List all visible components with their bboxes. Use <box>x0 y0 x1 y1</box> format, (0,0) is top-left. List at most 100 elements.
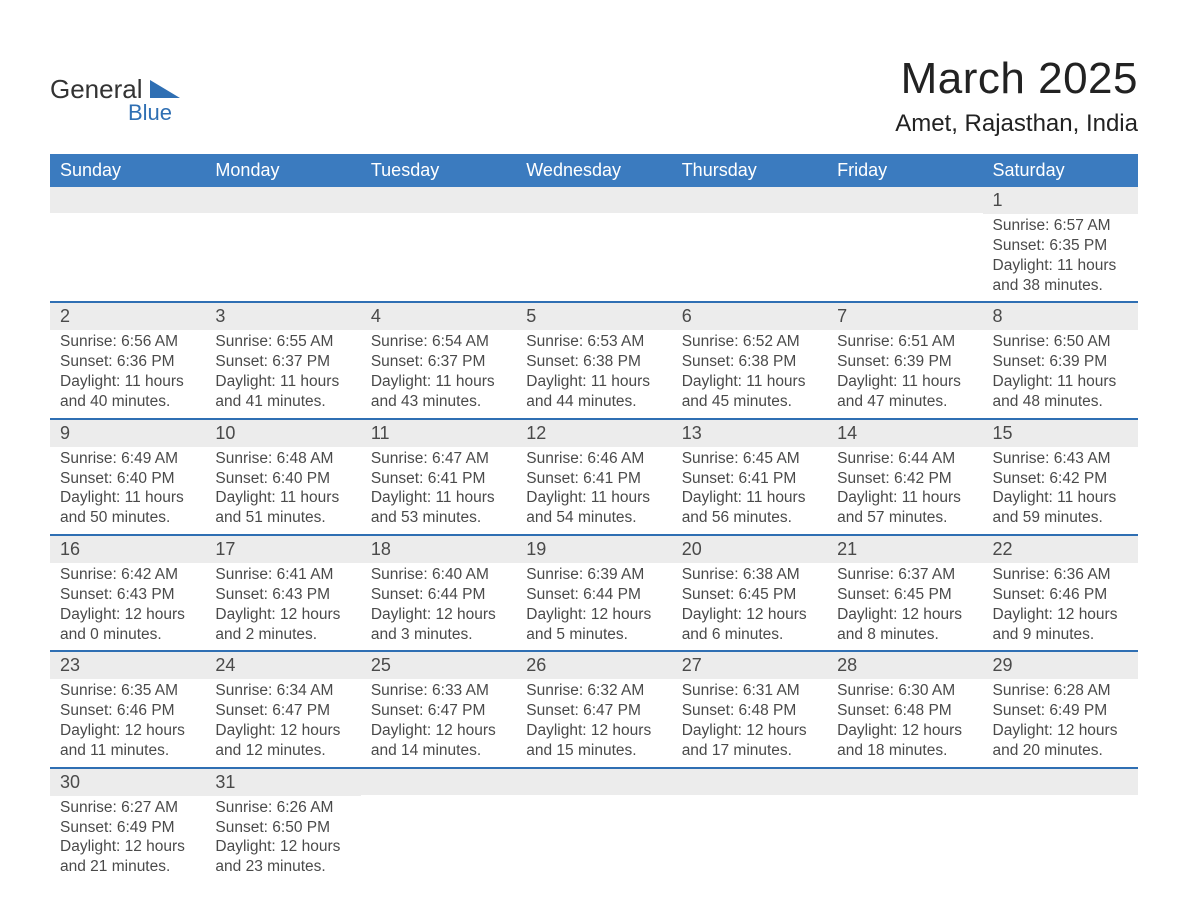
day-cell: 24Sunrise: 6:34 AMSunset: 6:47 PMDayligh… <box>205 651 360 767</box>
day-sunrise: Sunrise: 6:57 AM <box>993 216 1128 236</box>
day-details: Sunrise: 6:54 AMSunset: 6:37 PMDaylight:… <box>361 330 516 417</box>
day-cell <box>50 187 205 302</box>
day-sunset: Sunset: 6:39 PM <box>993 352 1128 372</box>
day-sunrise: Sunrise: 6:42 AM <box>60 565 195 585</box>
week-row: 16Sunrise: 6:42 AMSunset: 6:43 PMDayligh… <box>50 535 1138 651</box>
day-number: 20 <box>672 536 827 563</box>
day-details: Sunrise: 6:39 AMSunset: 6:44 PMDaylight:… <box>516 563 671 650</box>
day-details: Sunrise: 6:42 AMSunset: 6:43 PMDaylight:… <box>50 563 205 650</box>
day-details: Sunrise: 6:38 AMSunset: 6:45 PMDaylight:… <box>672 563 827 650</box>
day-daylight1: Daylight: 12 hours <box>682 721 817 741</box>
day-cell: 9Sunrise: 6:49 AMSunset: 6:40 PMDaylight… <box>50 419 205 535</box>
day-details <box>361 795 516 803</box>
day-daylight1: Daylight: 12 hours <box>215 605 350 625</box>
day-number: 22 <box>983 536 1138 563</box>
day-sunset: Sunset: 6:39 PM <box>837 352 972 372</box>
day-number <box>50 187 205 213</box>
day-cell: 20Sunrise: 6:38 AMSunset: 6:45 PMDayligh… <box>672 535 827 651</box>
day-cell: 7Sunrise: 6:51 AMSunset: 6:39 PMDaylight… <box>827 302 982 418</box>
day-daylight2: and 14 minutes. <box>371 741 506 761</box>
day-number: 28 <box>827 652 982 679</box>
week-row: 2Sunrise: 6:56 AMSunset: 6:36 PMDaylight… <box>50 302 1138 418</box>
day-sunrise: Sunrise: 6:56 AM <box>60 332 195 352</box>
day-cell: 19Sunrise: 6:39 AMSunset: 6:44 PMDayligh… <box>516 535 671 651</box>
day-number: 8 <box>983 303 1138 330</box>
day-cell: 3Sunrise: 6:55 AMSunset: 6:37 PMDaylight… <box>205 302 360 418</box>
day-daylight2: and 9 minutes. <box>993 625 1128 645</box>
day-details: Sunrise: 6:26 AMSunset: 6:50 PMDaylight:… <box>205 796 360 883</box>
day-details: Sunrise: 6:47 AMSunset: 6:41 PMDaylight:… <box>361 447 516 534</box>
day-daylight1: Daylight: 12 hours <box>837 605 972 625</box>
day-cell: 29Sunrise: 6:28 AMSunset: 6:49 PMDayligh… <box>983 651 1138 767</box>
day-daylight1: Daylight: 11 hours <box>993 256 1128 276</box>
day-details: Sunrise: 6:44 AMSunset: 6:42 PMDaylight:… <box>827 447 982 534</box>
day-daylight2: and 56 minutes. <box>682 508 817 528</box>
day-sunset: Sunset: 6:41 PM <box>682 469 817 489</box>
day-daylight1: Daylight: 12 hours <box>215 721 350 741</box>
day-sunset: Sunset: 6:41 PM <box>371 469 506 489</box>
day-daylight2: and 53 minutes. <box>371 508 506 528</box>
day-daylight1: Daylight: 11 hours <box>837 372 972 392</box>
day-daylight1: Daylight: 11 hours <box>215 488 350 508</box>
day-daylight1: Daylight: 12 hours <box>526 605 661 625</box>
day-sunset: Sunset: 6:40 PM <box>215 469 350 489</box>
day-daylight2: and 3 minutes. <box>371 625 506 645</box>
day-number: 21 <box>827 536 982 563</box>
day-cell: 12Sunrise: 6:46 AMSunset: 6:41 PMDayligh… <box>516 419 671 535</box>
day-daylight1: Daylight: 11 hours <box>526 372 661 392</box>
day-daylight2: and 51 minutes. <box>215 508 350 528</box>
day-cell <box>205 187 360 302</box>
day-daylight2: and 20 minutes. <box>993 741 1128 761</box>
day-daylight2: and 18 minutes. <box>837 741 972 761</box>
day-number <box>672 187 827 213</box>
week-row: 1Sunrise: 6:57 AMSunset: 6:35 PMDaylight… <box>50 187 1138 302</box>
day-sunset: Sunset: 6:42 PM <box>837 469 972 489</box>
day-daylight1: Daylight: 11 hours <box>993 372 1128 392</box>
day-details: Sunrise: 6:30 AMSunset: 6:48 PMDaylight:… <box>827 679 982 766</box>
day-sunrise: Sunrise: 6:53 AM <box>526 332 661 352</box>
day-details <box>827 795 982 803</box>
day-daylight2: and 2 minutes. <box>215 625 350 645</box>
day-cell <box>361 187 516 302</box>
day-details: Sunrise: 6:28 AMSunset: 6:49 PMDaylight:… <box>983 679 1138 766</box>
day-sunrise: Sunrise: 6:32 AM <box>526 681 661 701</box>
day-sunset: Sunset: 6:43 PM <box>60 585 195 605</box>
day-number <box>361 769 516 795</box>
day-number: 17 <box>205 536 360 563</box>
day-details: Sunrise: 6:49 AMSunset: 6:40 PMDaylight:… <box>50 447 205 534</box>
day-cell: 15Sunrise: 6:43 AMSunset: 6:42 PMDayligh… <box>983 419 1138 535</box>
day-daylight2: and 0 minutes. <box>60 625 195 645</box>
day-daylight2: and 59 minutes. <box>993 508 1128 528</box>
day-sunrise: Sunrise: 6:39 AM <box>526 565 661 585</box>
logo-line2: Blue <box>128 100 172 125</box>
day-daylight2: and 44 minutes. <box>526 392 661 412</box>
day-sunset: Sunset: 6:49 PM <box>993 701 1128 721</box>
day-cell <box>672 187 827 302</box>
day-daylight2: and 15 minutes. <box>526 741 661 761</box>
day-cell: 28Sunrise: 6:30 AMSunset: 6:48 PMDayligh… <box>827 651 982 767</box>
day-daylight2: and 21 minutes. <box>60 857 195 877</box>
day-number: 1 <box>983 187 1138 214</box>
day-sunrise: Sunrise: 6:37 AM <box>837 565 972 585</box>
day-details: Sunrise: 6:31 AMSunset: 6:48 PMDaylight:… <box>672 679 827 766</box>
day-daylight2: and 8 minutes. <box>837 625 972 645</box>
day-cell <box>983 768 1138 883</box>
header-row: General Blue March 2025 Amet, Rajasthan,… <box>50 40 1138 148</box>
day-sunrise: Sunrise: 6:44 AM <box>837 449 972 469</box>
day-daylight1: Daylight: 11 hours <box>526 488 661 508</box>
day-daylight2: and 23 minutes. <box>215 857 350 877</box>
col-tuesday: Tuesday <box>361 154 516 187</box>
day-number: 3 <box>205 303 360 330</box>
day-cell: 4Sunrise: 6:54 AMSunset: 6:37 PMDaylight… <box>361 302 516 418</box>
logo: General Blue <box>50 76 200 131</box>
day-cell: 17Sunrise: 6:41 AMSunset: 6:43 PMDayligh… <box>205 535 360 651</box>
day-details: Sunrise: 6:37 AMSunset: 6:45 PMDaylight:… <box>827 563 982 650</box>
day-number: 13 <box>672 420 827 447</box>
day-sunset: Sunset: 6:45 PM <box>682 585 817 605</box>
day-cell: 14Sunrise: 6:44 AMSunset: 6:42 PMDayligh… <box>827 419 982 535</box>
col-monday: Monday <box>205 154 360 187</box>
day-daylight1: Daylight: 11 hours <box>837 488 972 508</box>
day-details: Sunrise: 6:56 AMSunset: 6:36 PMDaylight:… <box>50 330 205 417</box>
day-number <box>516 187 671 213</box>
day-sunrise: Sunrise: 6:52 AM <box>682 332 817 352</box>
